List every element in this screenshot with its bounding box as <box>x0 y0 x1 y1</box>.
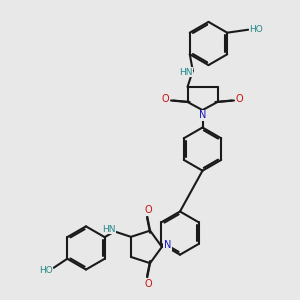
Text: HO: HO <box>39 266 52 275</box>
Text: O: O <box>145 279 152 289</box>
Text: O: O <box>236 94 243 104</box>
Text: HN: HN <box>179 68 193 77</box>
Text: N: N <box>164 240 171 250</box>
Text: HO: HO <box>249 25 263 34</box>
Text: HN: HN <box>102 224 116 233</box>
Text: O: O <box>162 94 170 104</box>
Text: O: O <box>145 205 152 215</box>
Text: N: N <box>199 110 206 121</box>
